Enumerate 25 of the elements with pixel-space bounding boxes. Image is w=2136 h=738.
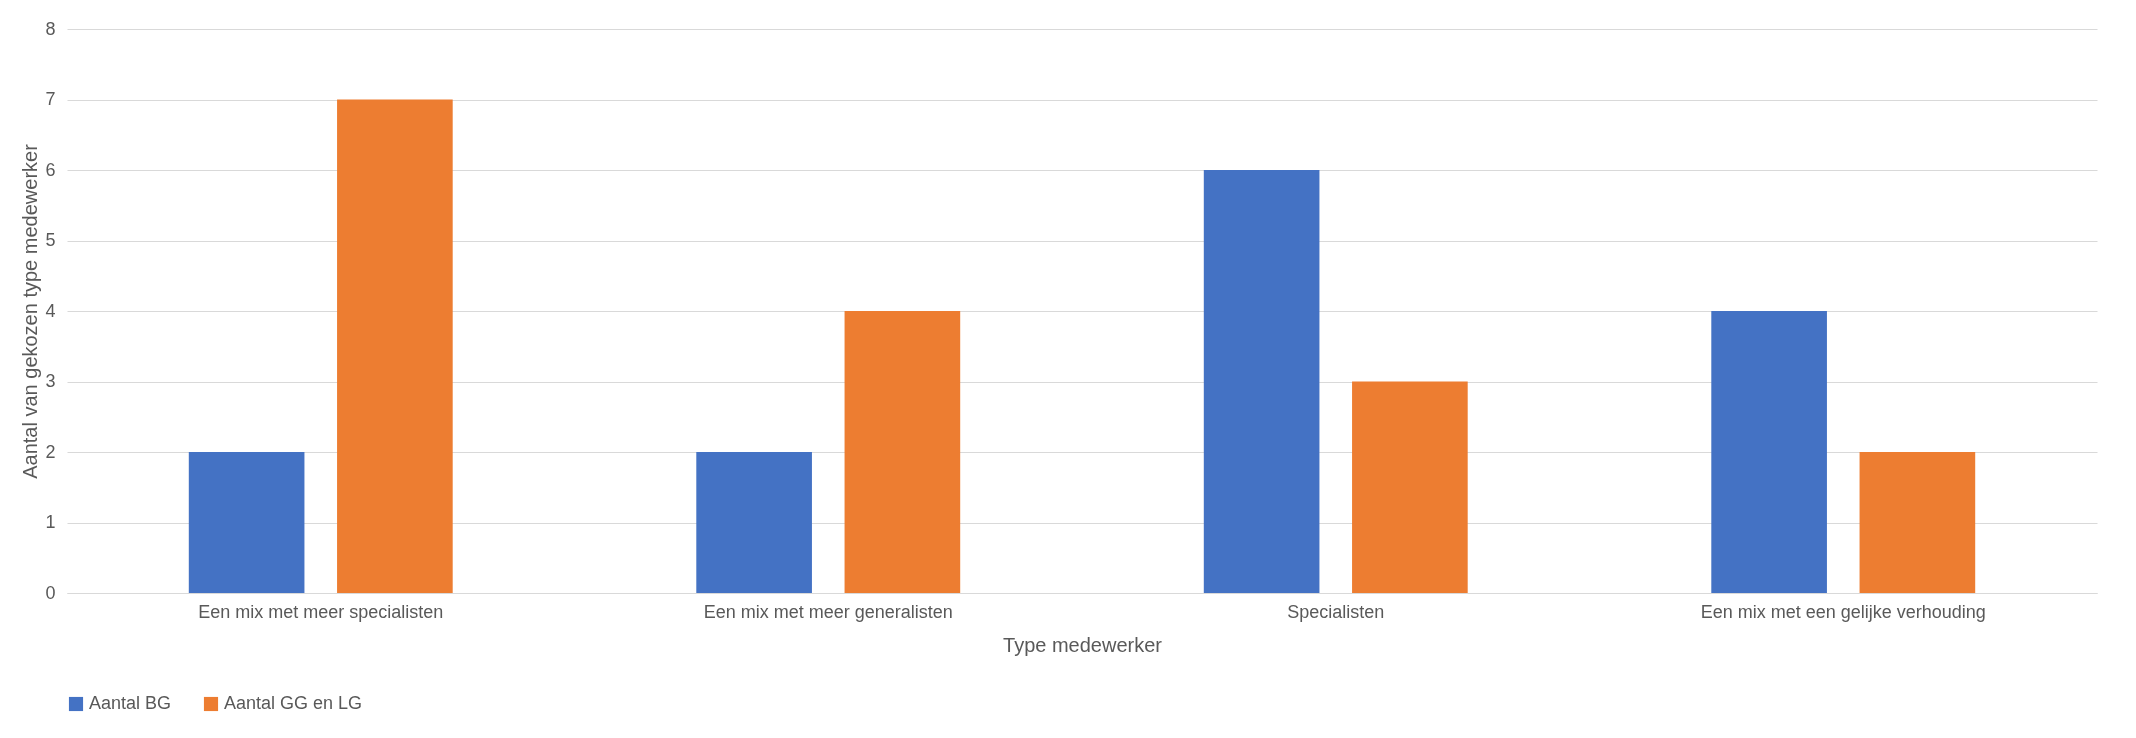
x-axis-title: Type medewerker xyxy=(1003,633,1163,656)
y-tick-label: 7 xyxy=(45,89,56,109)
y-tick-label: 1 xyxy=(45,512,56,532)
bar xyxy=(188,452,305,593)
bar xyxy=(1203,170,1320,593)
y-tick-label: 0 xyxy=(45,582,56,603)
y-axis-title: Aantal van gekozen type medewerker xyxy=(19,143,42,479)
y-tick-label: 8 xyxy=(45,18,56,39)
y-tick-label: 3 xyxy=(45,371,56,391)
legend-label: Aantal BG xyxy=(89,693,172,713)
x-tick-label: Een mix met meer generalisten xyxy=(703,601,953,622)
bar xyxy=(1352,381,1468,593)
bar xyxy=(1859,452,1976,593)
legend-label: Aantal GG en LG xyxy=(224,693,363,713)
bar xyxy=(696,452,812,593)
y-tick-label: 6 xyxy=(45,159,56,180)
y-tick-label: 5 xyxy=(45,230,56,250)
bar xyxy=(1711,311,1827,593)
x-tick-label: Specialisten xyxy=(1287,601,1385,622)
x-tick-label: Een mix met een gelijke verhouding xyxy=(1700,601,1986,622)
x-tick-label: Een mix met meer specialisten xyxy=(198,601,444,622)
bar xyxy=(337,99,453,593)
bar xyxy=(844,311,961,593)
y-tick-label: 4 xyxy=(45,300,56,321)
y-tick-label: 2 xyxy=(45,441,56,462)
